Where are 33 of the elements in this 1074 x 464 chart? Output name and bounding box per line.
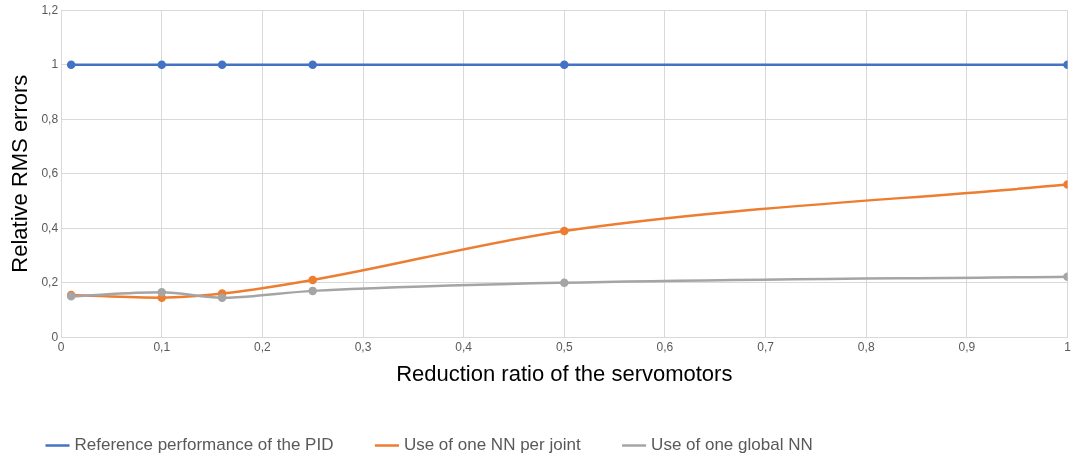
y-tick-label: 1 bbox=[51, 57, 59, 72]
point bbox=[308, 286, 317, 296]
x-tick-label: 0,5 bbox=[555, 339, 573, 354]
point bbox=[560, 278, 569, 287]
x-tick-label: 0,9 bbox=[958, 339, 976, 354]
point bbox=[308, 275, 317, 285]
legend-label: Use of one NN per joint bbox=[403, 435, 581, 455]
point bbox=[217, 293, 227, 302]
x-tick-label: 0,8 bbox=[857, 339, 875, 354]
y-tick-label: 0,2 bbox=[41, 275, 59, 290]
x-tick-label: 0,1 bbox=[153, 339, 171, 354]
point bbox=[308, 60, 317, 69]
y-axis-title: Relative RMS errors bbox=[7, 74, 33, 273]
point bbox=[560, 226, 569, 236]
point bbox=[157, 287, 166, 297]
y-tick-label: 1,2 bbox=[41, 2, 59, 17]
y-tick-label: 0,6 bbox=[41, 166, 59, 181]
x-tick-label: 0,7 bbox=[757, 339, 775, 354]
legend-label: Reference performance of the PID bbox=[74, 435, 334, 455]
y-tick-label: 0 bbox=[51, 329, 59, 344]
x-tick-label: 1 bbox=[1064, 339, 1072, 354]
y-tick-label: 0,4 bbox=[41, 220, 59, 235]
x-tick-label: 0,3 bbox=[354, 339, 372, 354]
point bbox=[66, 60, 76, 69]
x-tick-label: 0,6 bbox=[656, 339, 674, 354]
legend-label: Use of one global NN bbox=[651, 435, 813, 455]
x-tick-label: 0,2 bbox=[254, 339, 272, 354]
point bbox=[157, 60, 166, 69]
x-tick-label: 0,4 bbox=[455, 339, 473, 354]
point bbox=[560, 60, 569, 69]
point bbox=[217, 60, 227, 69]
y-tick-label: 0,8 bbox=[41, 111, 59, 126]
x-axis-title: Reduction ratio of the servomotors bbox=[396, 360, 733, 386]
